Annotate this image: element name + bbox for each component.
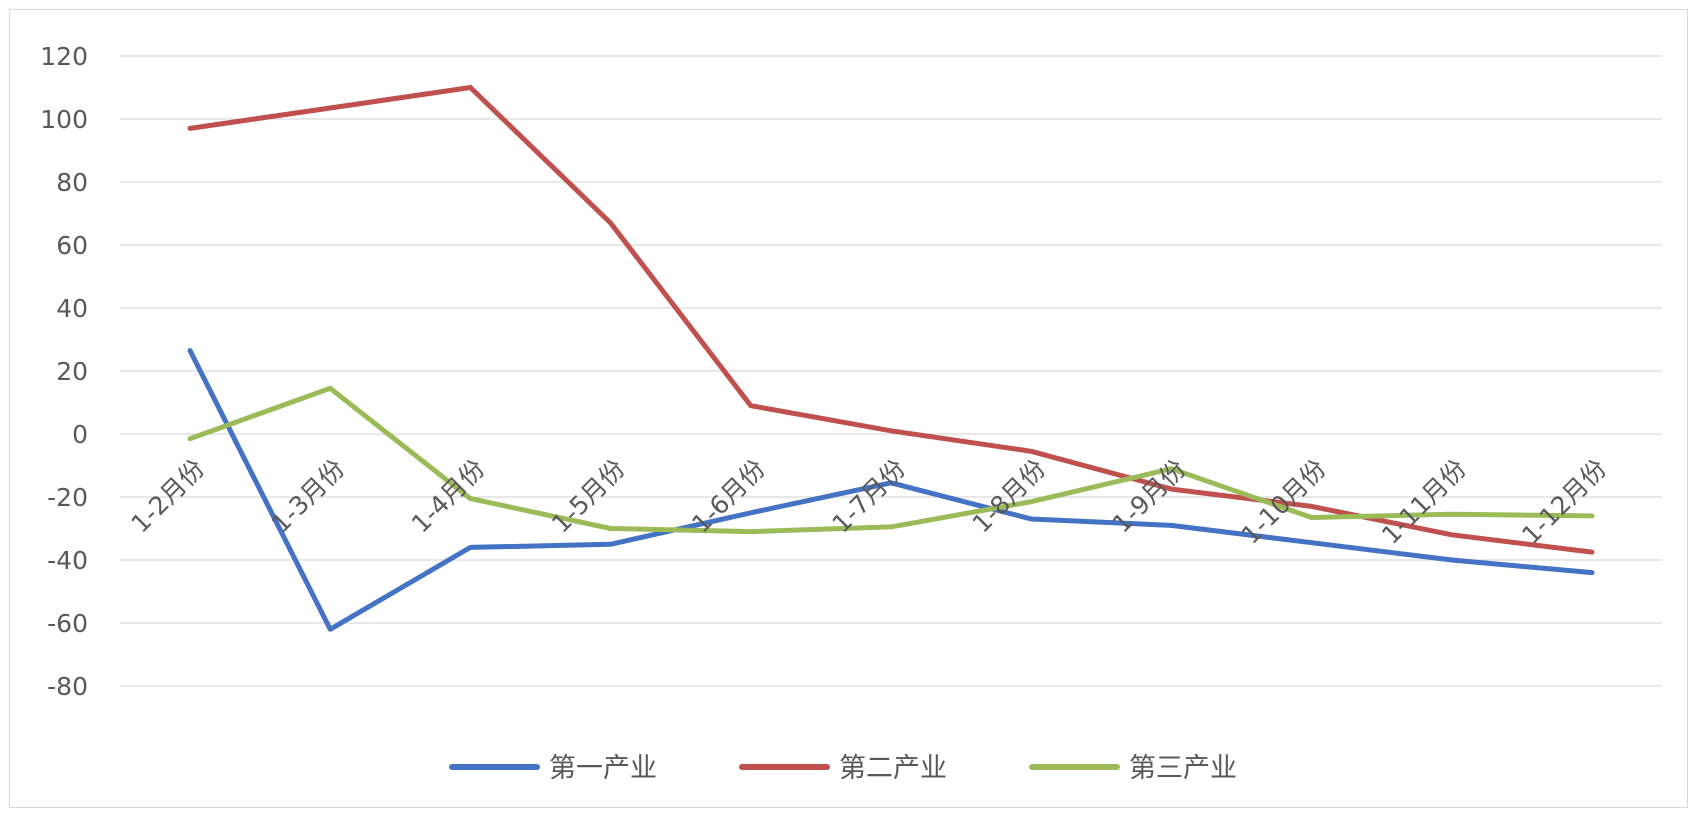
legend: 第一产业 第二产业 第三产业 [449,753,1237,784]
y-tick-label: 60 [56,231,88,260]
y-tick-label: 20 [56,357,88,386]
x-axis-ticks: 1-2月份 1-3月份 1-4月份 1-5月份 1-6月份 1-7月份 1-8月份 1-9月份… [126,454,1613,550]
y-tick-label: 0 [72,420,88,449]
y-axis-ticks: 120 100 80 60 40 20 0 -20 -40 -60 -80 [40,42,88,701]
legend-label: 第一产业 [549,753,657,784]
x-tick-label: 1-3月份 [266,454,351,539]
x-tick-label: 1-4月份 [406,454,491,539]
series-line [187,385,1595,535]
x-tick-label: 1-2月份 [126,454,211,539]
y-tick-label: -80 [47,672,88,701]
y-tick-label: -20 [47,483,88,512]
x-tick-label: 1-8月份 [967,454,1052,539]
y-tick-label: 80 [56,168,88,197]
x-tick-label: 1-10月份 [1236,454,1332,550]
x-tick-label: 1-12月份 [1516,454,1612,550]
series-lines [187,85,1595,632]
x-tick-label: 1-6月份 [686,454,771,539]
chart-frame [9,9,1688,808]
y-tick-label: -40 [47,546,88,575]
y-tick-label: 120 [40,42,88,71]
y-tick-label: 40 [56,294,88,323]
legend-label: 第三产业 [1129,753,1237,784]
y-tick-label: 100 [40,105,88,134]
series-line [187,348,1595,632]
y-tick-label: -60 [47,609,88,638]
grid-lines [120,55,1662,687]
legend-label: 第二产业 [839,753,947,784]
